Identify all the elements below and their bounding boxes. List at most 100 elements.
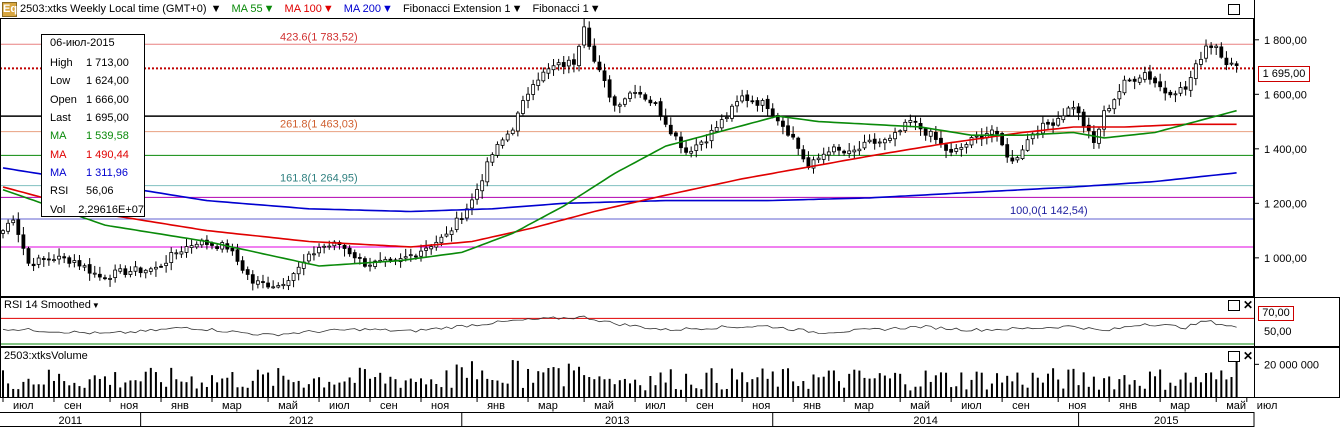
candle-body — [347, 247, 352, 255]
candle-body — [796, 137, 801, 149]
candle-body — [1183, 86, 1188, 90]
candle-body — [276, 285, 281, 288]
candle-body — [108, 278, 112, 280]
volume-maximize-button[interactable] — [1228, 351, 1240, 362]
candle-body — [923, 128, 928, 136]
candle-body — [286, 280, 291, 287]
fib-level-label: 100,0(1 142,54) — [1010, 205, 1088, 217]
month-label: июл — [645, 400, 666, 412]
month-label: май — [910, 400, 930, 412]
candle-body — [1127, 79, 1132, 82]
price-panel-frame — [0, 18, 1254, 297]
year-label: 2013 — [605, 415, 629, 427]
month-label: янв — [803, 400, 821, 412]
candle-body — [852, 149, 857, 153]
candle-body — [97, 273, 102, 278]
candle-body — [271, 286, 276, 289]
candle-body — [169, 252, 174, 263]
candle-body — [959, 147, 964, 150]
candle-body — [245, 269, 250, 275]
data-window-row: MA 1 490,44 — [42, 145, 144, 163]
chevron-down-icon[interactable]: ▼ — [263, 3, 275, 15]
candle-body — [944, 144, 948, 151]
candle-body — [6, 222, 10, 232]
candle-body — [673, 132, 678, 137]
month-label: июл — [961, 400, 982, 412]
ma55-line — [2, 109, 1237, 267]
candle-body — [612, 96, 617, 106]
candle-body — [1086, 124, 1091, 131]
candlestick-series — [1, 18, 1239, 291]
ma200-line — [2, 167, 1237, 213]
candle-body — [1112, 99, 1117, 110]
candle-body — [577, 45, 581, 67]
candle-body — [740, 95, 745, 102]
candle-body — [266, 282, 270, 288]
indicator-4[interactable]: Fibonacci 1▼ — [532, 3, 601, 15]
candle-body — [995, 130, 999, 135]
month-label: мар — [538, 400, 558, 412]
data-window-label: MA — [50, 166, 67, 179]
candle-body — [291, 273, 296, 281]
candle-body — [832, 146, 836, 153]
candle-body — [154, 266, 158, 270]
candle-body — [816, 157, 821, 161]
candle-body — [628, 92, 632, 99]
fibonacci-levels: 423.6(1 783,52) 261.8(1 463,03) 161.8(1 26… — [0, 31, 1254, 248]
candle-body — [1142, 72, 1147, 80]
candle-body — [684, 147, 688, 153]
candle-body — [653, 102, 658, 104]
candle-body — [1056, 117, 1061, 126]
chevron-down-icon[interactable]: ▼ — [382, 3, 393, 15]
candle-body — [1066, 107, 1071, 116]
rsi-close-icon[interactable]: ✕ — [1243, 298, 1254, 312]
chevron-down-icon[interactable]: ▼ — [322, 3, 334, 15]
rsi-panel-title[interactable]: RSI 14 Smoothed▼ — [4, 299, 100, 311]
candle-body — [444, 233, 449, 237]
month-label: ноя — [431, 400, 449, 412]
indicator-3[interactable]: Fibonacci Extension 1▼ — [402, 3, 523, 15]
chevron-down-icon[interactable]: ▼ — [511, 3, 523, 15]
candle-body — [1163, 87, 1168, 94]
price-tick-label: 1 000,00 — [1264, 253, 1307, 265]
candle-body — [143, 269, 148, 274]
candle-body — [1132, 78, 1137, 82]
data-window-label: Low — [50, 75, 71, 88]
candle-body — [1168, 91, 1173, 96]
indicator-0[interactable]: MA 55▼ — [231, 3, 275, 15]
candle-body — [990, 129, 994, 135]
chevron-down-icon[interactable]: ▼ — [91, 301, 100, 310]
chevron-down-icon[interactable]: ▼ — [210, 3, 222, 15]
candle-body — [658, 101, 663, 117]
data-window-row: Low 1 624,00 — [42, 72, 144, 90]
data-window-row: High 1 713,00 — [42, 54, 144, 72]
month-label: янв — [1119, 400, 1137, 412]
symbol-label[interactable]: 2503:xtks Weekly Local time (GMT+0) — [20, 3, 207, 15]
candle-body — [607, 79, 612, 98]
candle-body — [388, 258, 393, 261]
maximize-button[interactable] — [1228, 4, 1240, 15]
indicator-1[interactable]: MA 100▼ — [284, 3, 334, 15]
candle-body — [133, 266, 138, 272]
fib-level-label: 423.6(1 783,52) — [280, 31, 358, 43]
price-tick-label: 1 400,00 — [1264, 144, 1307, 156]
candle-body — [719, 119, 724, 129]
candle-body — [317, 247, 321, 254]
equity-icon[interactable]: Eq — [2, 1, 18, 17]
candle-body — [1020, 149, 1025, 160]
chevron-down-icon[interactable]: ▼ — [589, 3, 601, 15]
candle-body — [623, 98, 627, 105]
month-label: сен — [380, 400, 398, 412]
candle-body — [449, 230, 454, 236]
volume-close-icon[interactable]: ✕ — [1243, 349, 1254, 363]
volume-panel-title[interactable]: 2503:xtksVolume — [4, 350, 88, 362]
candle-body — [949, 148, 954, 153]
candle-body — [898, 130, 903, 133]
indicator-2[interactable]: MA 200▼ — [343, 3, 393, 15]
month-label: июл — [13, 400, 34, 412]
candle-body — [1010, 157, 1015, 162]
candle-body — [1193, 63, 1198, 79]
data-window-value: 1 695,00 — [86, 112, 129, 125]
rsi-maximize-button[interactable] — [1228, 300, 1240, 311]
